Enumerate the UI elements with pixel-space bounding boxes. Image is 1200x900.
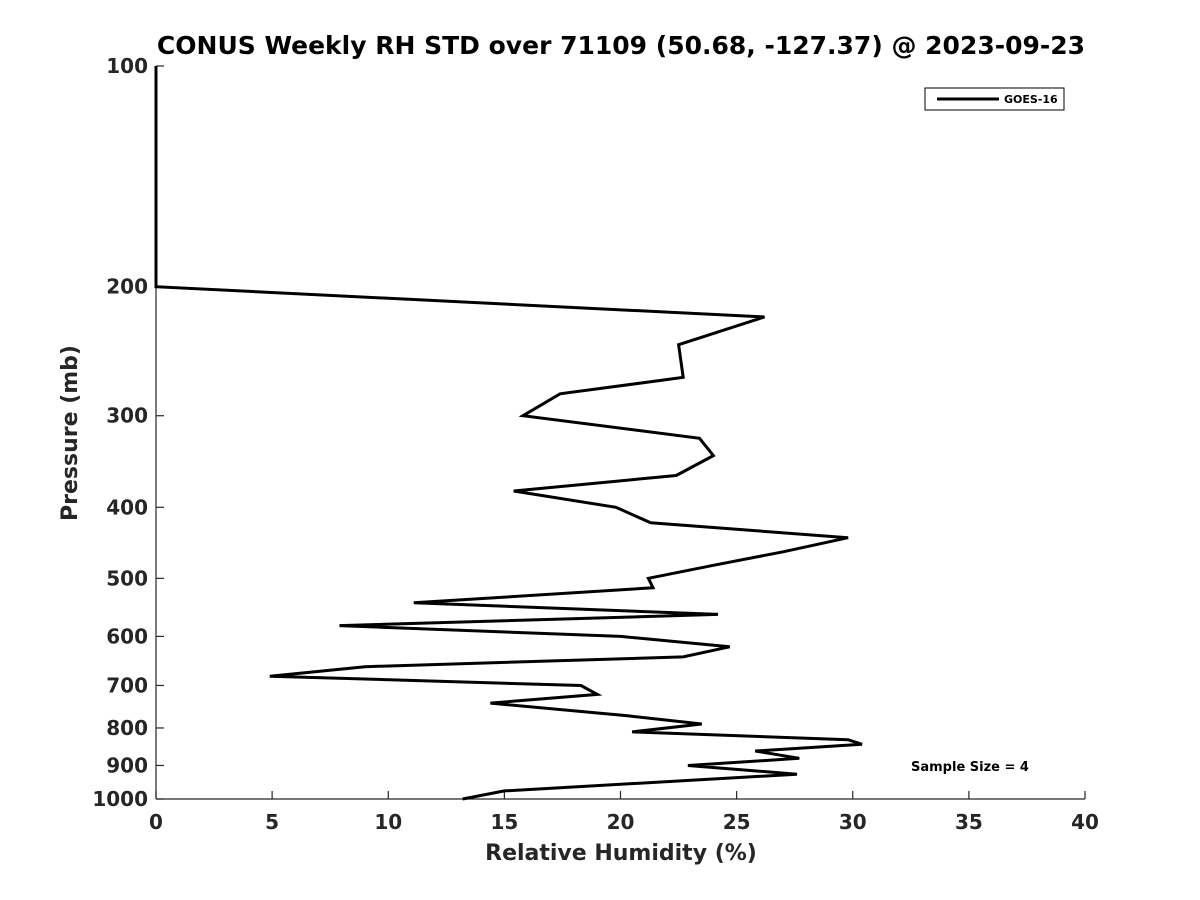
legend-label-goes-16: GOES-16 (1004, 93, 1058, 106)
y-ticks: 100 200 300 400 500 600 700 800 900 1000 (92, 54, 164, 811)
y-tick-label: 600 (106, 624, 148, 648)
y-tick-label: 900 (106, 753, 148, 777)
legend: GOES-16 (924, 87, 1065, 111)
x-tick-label: 20 (607, 810, 635, 834)
y-tick-label: 300 (106, 404, 148, 428)
x-tick-label: 35 (955, 810, 983, 834)
y-tick-label: 700 (106, 673, 148, 697)
x-ticks: 0 5 10 15 20 25 30 35 40 (149, 791, 1099, 834)
x-tick-label: 40 (1071, 810, 1099, 834)
x-tick-label: 0 (149, 810, 163, 834)
series-line-goes-16 (154, 66, 863, 801)
y-tick-label: 800 (106, 716, 148, 740)
plot-area: 100 200 300 400 500 600 700 800 900 1000 0 5 10 15 20… (92, 54, 1099, 834)
y-tick-label: 1000 (92, 787, 148, 811)
x-tick-label: 5 (265, 810, 279, 834)
y-tick-label: 100 (106, 54, 148, 78)
x-tick-label: 10 (374, 810, 402, 834)
sample-size-annotation: Sample Size = 4 (911, 760, 1029, 775)
x-tick-label: 15 (490, 810, 518, 834)
x-axis-label: Relative Humidity (%) (485, 841, 757, 866)
y-tick-label: 200 (106, 275, 148, 299)
y-tick-label: 500 (106, 566, 148, 590)
x-tick-label: 25 (723, 810, 751, 834)
y-tick-label: 400 (106, 495, 148, 519)
y-axis-label: Pressure (mb) (58, 345, 83, 521)
series-layer (154, 66, 863, 801)
x-tick-label: 30 (839, 810, 867, 834)
chart-title: CONUS Weekly RH STD over 71109 (50.68, -… (157, 31, 1085, 60)
